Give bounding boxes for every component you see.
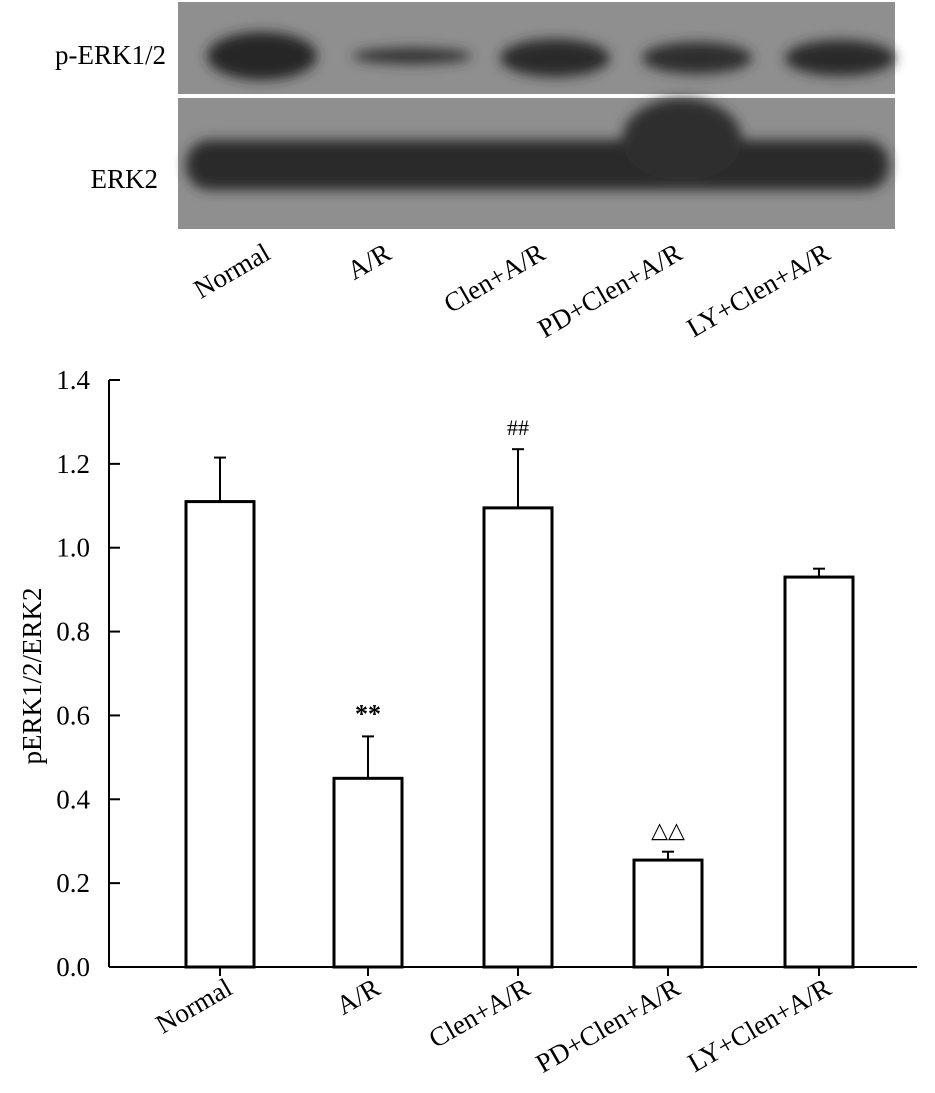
- y-tick-label: 0.8: [56, 617, 90, 647]
- bar-chart: 0.0 0.2 0.4 0.6 0.8 1.0 1.2 1.4 Normal A/R Clen+A…: [17, 365, 917, 1079]
- bar: [184, 500, 256, 969]
- bars: ** ## △△: [184, 415, 855, 969]
- x-tick-label: A/R: [331, 972, 385, 1020]
- band-erk2-pd-smear: [622, 98, 742, 182]
- x-tick-label: LY+Clen+A/R: [683, 972, 836, 1078]
- blot-lane-label-normal: Normal: [189, 237, 275, 304]
- band-p-erk-ar: [352, 48, 472, 64]
- western-blot: p-ERK1/2 ERK2 Normal A/R Clen+A/R PD+Cle…: [55, 2, 895, 344]
- significance-marker: **: [355, 699, 381, 728]
- y-tick-label: 1.4: [56, 365, 90, 395]
- bar: [632, 858, 704, 969]
- y-axis: 0.0 0.2 0.4 0.6 0.8 1.0 1.2 1.4: [56, 365, 120, 982]
- erk2-bands: [186, 98, 889, 190]
- y-tick-label: 0.0: [56, 952, 90, 982]
- y-axis-label: pERK1/2/ERK2: [17, 587, 47, 764]
- significance-marker: △△: [651, 818, 685, 843]
- blot-lane-label-pd-clen-ar: PD+Clen+A/R: [533, 237, 687, 343]
- bar: [783, 575, 855, 969]
- y-tick-label: 1.0: [56, 533, 90, 563]
- band-p-erk-normal: [207, 32, 317, 80]
- blot-lane-label-ar: A/R: [342, 237, 396, 285]
- y-tick-label: 1.2: [56, 449, 90, 479]
- x-tick-label: Normal: [151, 972, 237, 1039]
- y-tick-label: 0.4: [56, 784, 90, 814]
- blot-lane-labels: Normal A/R Clen+A/R PD+Clen+A/R LY+Clen+…: [189, 237, 835, 343]
- blot-lane-label-ly-clen-ar: LY+Clen+A/R: [682, 237, 835, 343]
- bar: [332, 776, 404, 969]
- blot-lane-label-clen-ar: Clen+A/R: [439, 237, 550, 319]
- bar: [482, 506, 554, 969]
- x-tick-label: PD+Clen+A/R: [531, 972, 685, 1078]
- band-p-erk-pd-clen-ar: [642, 42, 752, 74]
- p-erk-bands: [207, 32, 895, 80]
- y-tick-label: 0.2: [56, 868, 90, 898]
- blot-row-label-p-erk: p-ERK1/2: [55, 40, 166, 70]
- band-p-erk-clen-ar: [500, 39, 610, 77]
- blot-divider: [178, 94, 895, 98]
- band-p-erk-ly-clen-ar: [785, 40, 895, 76]
- band-erk2-strip: [186, 140, 889, 190]
- y-tick-label: 0.6: [56, 700, 90, 730]
- blot-row-label-erk2: ERK2: [91, 164, 159, 194]
- x-axis: Normal A/R Clen+A/RPD+Clen+A/RLY+Clen+A/R: [109, 966, 917, 1079]
- significance-marker: ##: [507, 415, 529, 440]
- x-tick-label: Clen+A/R: [424, 972, 535, 1054]
